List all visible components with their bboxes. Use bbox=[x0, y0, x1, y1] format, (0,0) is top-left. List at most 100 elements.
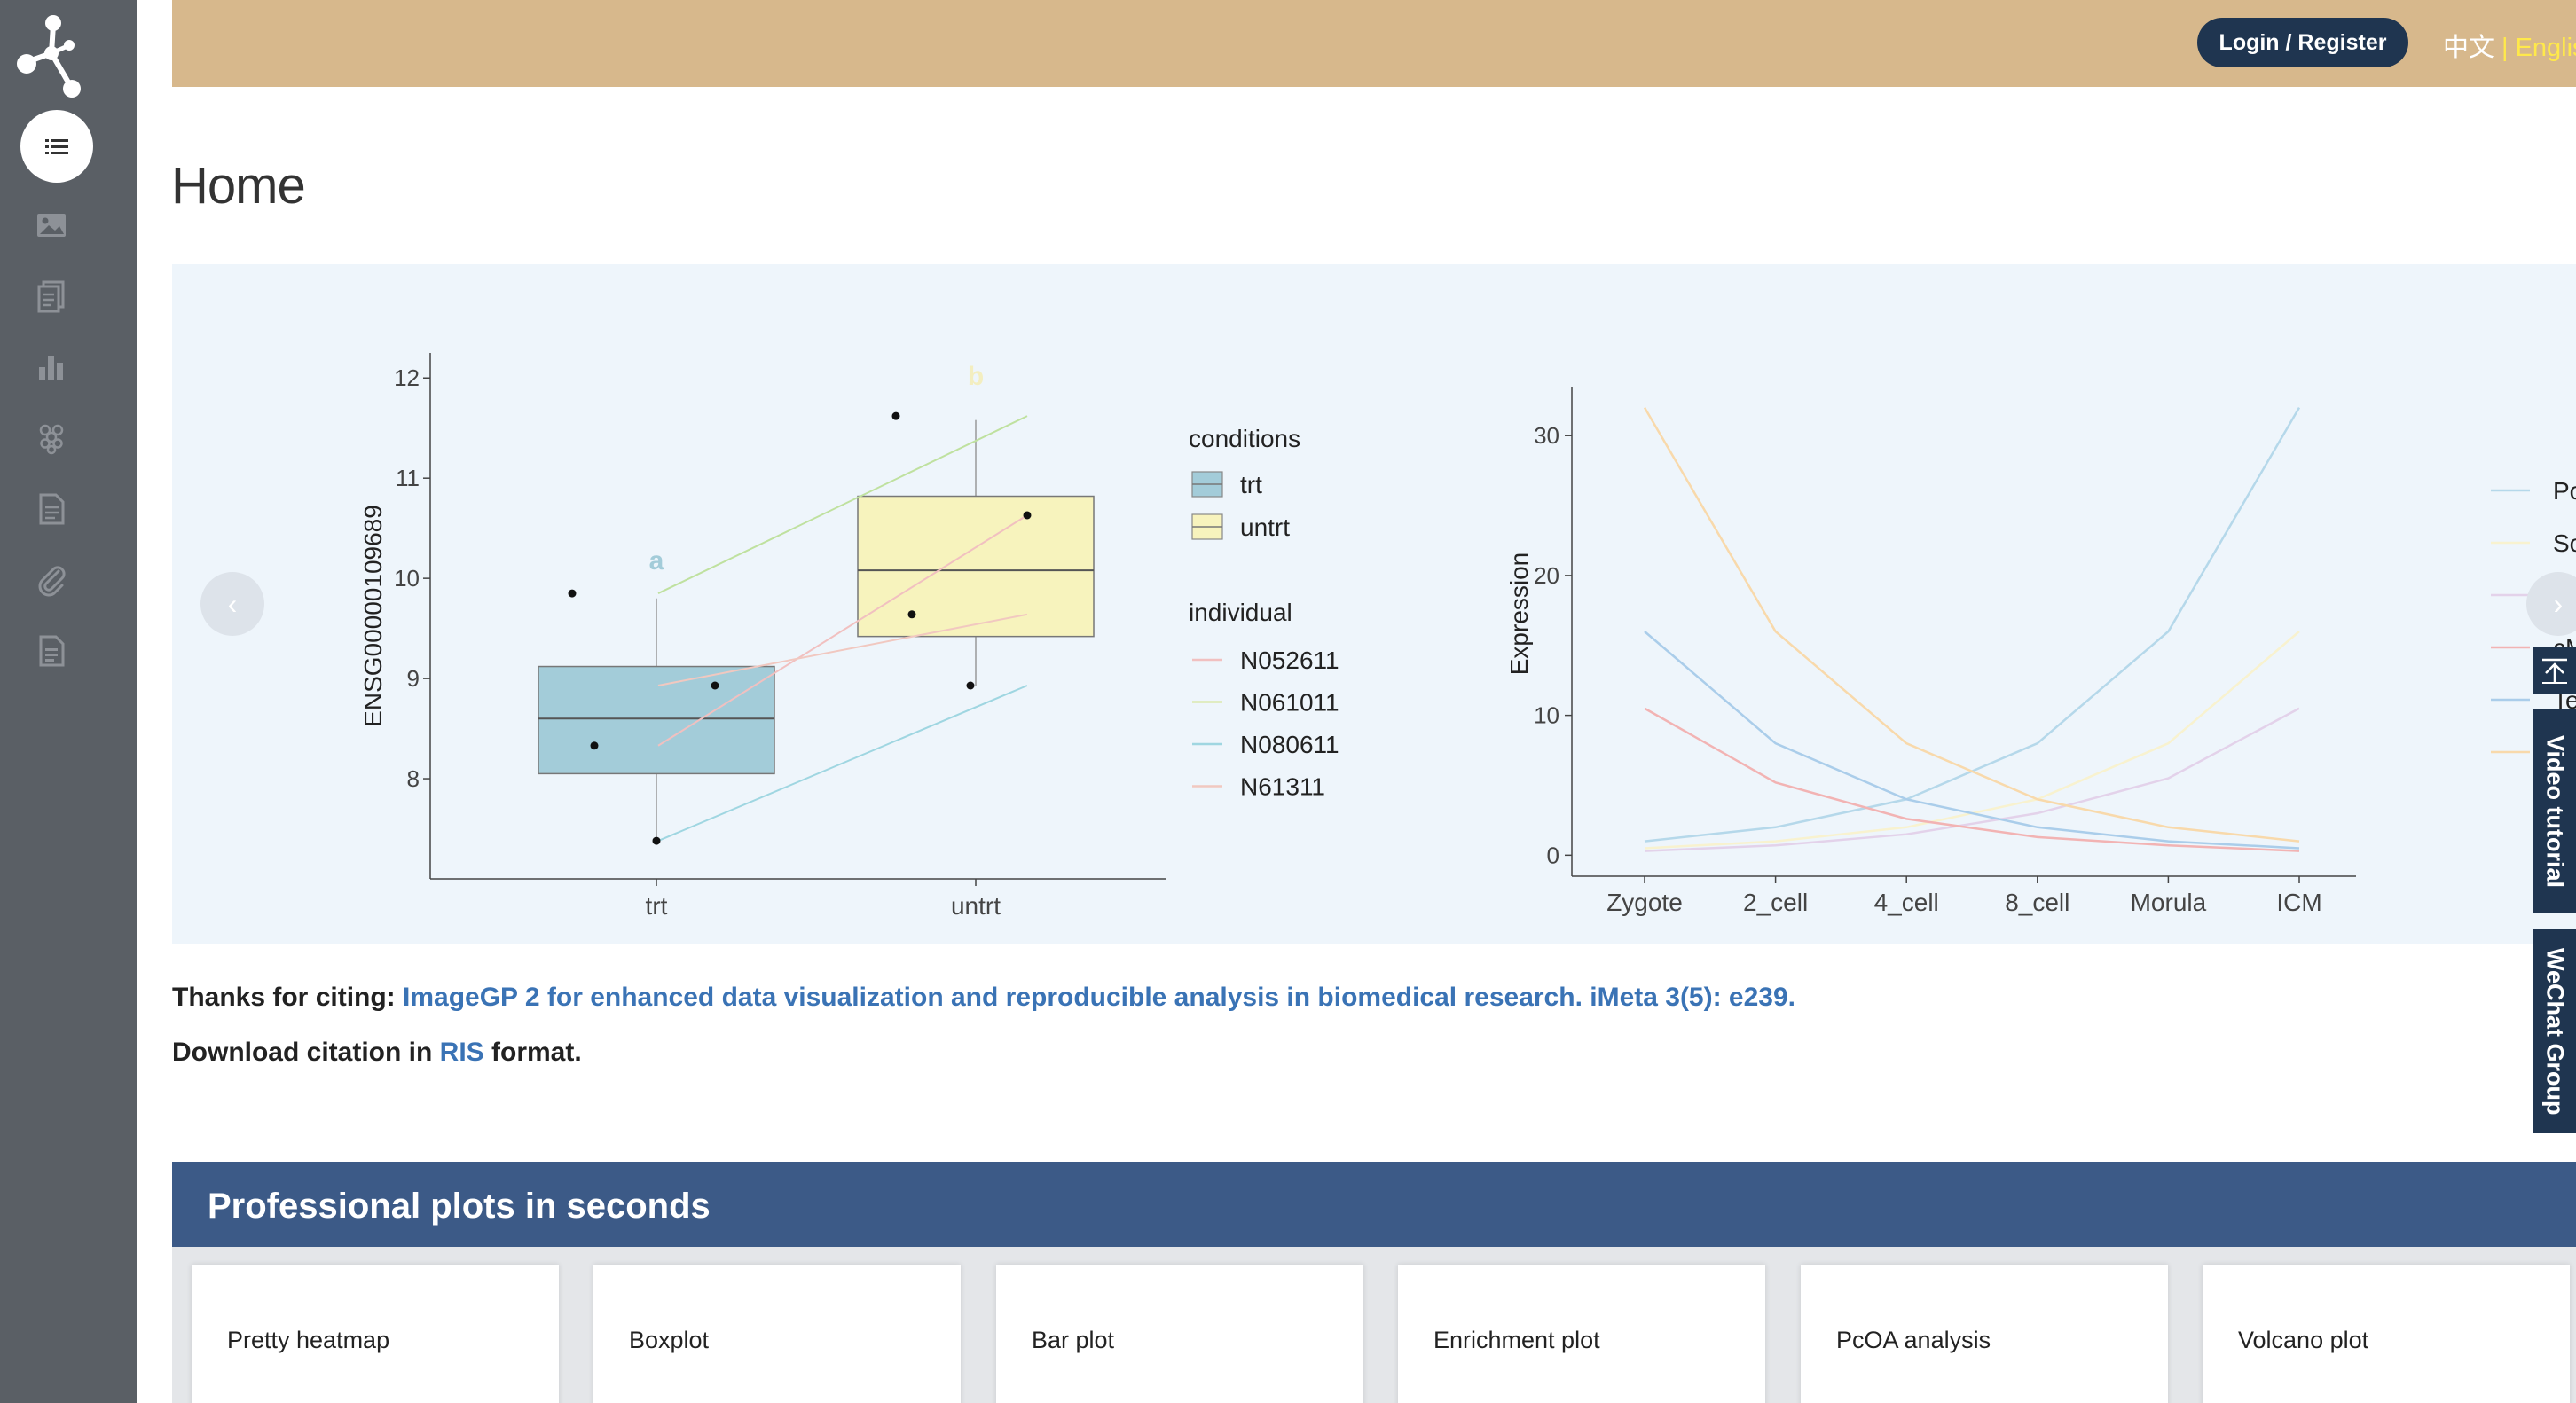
card-label: Enrichment plot bbox=[1433, 1327, 1600, 1353]
molecule-logo[interactable] bbox=[16, 12, 89, 98]
download-citation-line: Download citation in RIS format. bbox=[172, 1038, 582, 1068]
y-axis-label: ENSG00000109689 bbox=[359, 505, 387, 727]
legend-title-conditions: conditions bbox=[1189, 425, 1300, 452]
download-prefix: Download citation in bbox=[172, 1038, 440, 1067]
wechat-group-tab[interactable]: WeChat Group bbox=[2533, 929, 2576, 1133]
line-chart: 0 10 20 30 Zygote 2_cell 4_cell 8_cell Morula ICM… bbox=[1505, 387, 2576, 916]
series-line-Tet3 bbox=[1643, 407, 2300, 843]
data-point bbox=[1023, 511, 1032, 520]
pair-line-N61311 bbox=[657, 613, 1028, 686]
data-point bbox=[711, 681, 719, 690]
grape-cluster-icon[interactable] bbox=[32, 419, 71, 458]
file-icon[interactable] bbox=[32, 490, 71, 529]
carousel-prev-button[interactable]: ‹ bbox=[200, 572, 264, 636]
x-tick-label: Morula bbox=[2131, 889, 2207, 916]
lang-english-link[interactable]: Englis bbox=[2515, 34, 2576, 62]
lang-chinese-link[interactable]: 中文 bbox=[2443, 34, 2495, 62]
plot-card-heatmap[interactable]: Pretty heatmap bbox=[192, 1265, 559, 1403]
plot-cards: Pretty heatmap Boxplot Bar plot Enrichme… bbox=[172, 1247, 2576, 1403]
legend-label-Pou5f1: Pou5f1 bbox=[2553, 477, 2576, 505]
legend-label-N61311: N61311 bbox=[1240, 773, 1325, 801]
card-label: Boxplot bbox=[629, 1327, 710, 1353]
plot-card-pcoa[interactable]: PcOA analysis bbox=[1801, 1265, 2168, 1403]
data-point bbox=[590, 741, 599, 750]
card-label: Bar plot bbox=[1032, 1327, 1115, 1353]
significance-letter: b bbox=[968, 362, 984, 391]
x-tick-label: 8_cell bbox=[2005, 889, 2069, 916]
menu-toggle-button[interactable] bbox=[20, 110, 93, 183]
citation-link[interactable]: ImageGP 2 for enhanced data visualizatio… bbox=[403, 983, 1796, 1012]
series-line-Gata2 bbox=[1644, 707, 2300, 852]
legend-label-N080611: N080611 bbox=[1240, 731, 1339, 758]
card-label: PcOA analysis bbox=[1836, 1327, 1991, 1353]
legend-label-N052611: N052611 bbox=[1240, 647, 1339, 674]
legend-label-untrt: untrt bbox=[1240, 513, 1290, 541]
carousel-next-button[interactable]: › bbox=[2526, 572, 2576, 636]
bar-chart-icon[interactable] bbox=[32, 348, 71, 387]
plot-card-volcano[interactable]: Volcano plot bbox=[2203, 1265, 2570, 1403]
x-tick-label: ICM bbox=[2276, 889, 2321, 916]
pair-line-N052611 bbox=[657, 514, 1028, 747]
ris-download-link[interactable]: RIS bbox=[439, 1038, 484, 1067]
x-tick-label: 2_cell bbox=[1743, 889, 1808, 916]
section-title: Professional plots in seconds bbox=[208, 1187, 711, 1226]
card-label: Volcano plot bbox=[2238, 1327, 2369, 1353]
documents-icon[interactable] bbox=[32, 277, 71, 316]
x-tick-label: Zygote bbox=[1606, 889, 1683, 916]
legend-label-N061011: N061011 bbox=[1240, 689, 1339, 717]
legend-title-individual: individual bbox=[1189, 599, 1292, 626]
report-icon[interactable] bbox=[32, 631, 71, 670]
citation-line: Thanks for citing: ImageGP 2 for enhance… bbox=[172, 983, 1795, 1013]
series-line-cMyc bbox=[1644, 707, 2300, 852]
page-title: Home bbox=[171, 157, 306, 215]
y-tick-label: 9 bbox=[407, 665, 420, 692]
pair-line-N080611 bbox=[657, 685, 1028, 842]
data-point bbox=[907, 610, 916, 619]
plot-carousel: 8 9 10 11 12 trt untrt ENSG00000109689 a b condi… bbox=[172, 264, 2576, 1177]
x-tick-label: 4_cell bbox=[1874, 889, 1939, 916]
plot-card-boxplot[interactable]: Boxplot bbox=[593, 1265, 961, 1403]
data-point bbox=[966, 681, 975, 690]
back-to-top-button[interactable] bbox=[2533, 647, 2576, 694]
section-header: Professional plots in seconds bbox=[172, 1162, 2576, 1247]
back-to-top-icon bbox=[2542, 658, 2567, 684]
data-point bbox=[652, 836, 661, 845]
login-register-button[interactable]: Login / Register bbox=[2197, 18, 2408, 67]
y-tick-label: 20 bbox=[1534, 562, 1559, 589]
series-line-Tet1 bbox=[1644, 631, 2300, 850]
boxplot-chart: 8 9 10 11 12 trt untrt ENSG00000109689 a b condi… bbox=[359, 353, 1339, 920]
legend-label-trt: trt bbox=[1240, 471, 1262, 498]
data-point bbox=[891, 411, 900, 420]
language-switch: 中文|Englis bbox=[2443, 27, 2576, 64]
series-line-Pou5f1 bbox=[1644, 407, 2301, 843]
citation-prefix: Thanks for citing: bbox=[172, 983, 404, 1012]
y-tick-label: 0 bbox=[1547, 842, 1559, 868]
video-tutorial-tab[interactable]: Video tutorial bbox=[2533, 709, 2576, 913]
download-suffix: format. bbox=[483, 1038, 582, 1067]
y-tick-label: 10 bbox=[394, 565, 420, 592]
legend-label-Sox2: Sox2 bbox=[2553, 529, 2576, 557]
y-tick-label: 30 bbox=[1534, 422, 1559, 449]
paperclip-icon[interactable] bbox=[32, 560, 71, 600]
image-icon[interactable] bbox=[32, 206, 71, 245]
x-tick-label: untrt bbox=[951, 892, 1001, 920]
y-tick-label: 12 bbox=[394, 364, 420, 391]
box-trt bbox=[538, 665, 775, 775]
sidebar bbox=[0, 0, 137, 1403]
x-tick-label: trt bbox=[646, 892, 668, 920]
chevron-left-icon: ‹ bbox=[227, 587, 238, 620]
pair-line-N061011 bbox=[657, 415, 1028, 594]
top-bar bbox=[172, 0, 2576, 87]
menu-list-icon bbox=[45, 139, 68, 154]
significance-letter: a bbox=[649, 546, 664, 576]
lang-separator: | bbox=[2501, 34, 2509, 62]
data-point bbox=[568, 589, 577, 598]
plot-card-barplot[interactable]: Bar plot bbox=[996, 1265, 1363, 1403]
y-axis-label: Expression bbox=[1505, 553, 1533, 676]
card-label: Pretty heatmap bbox=[227, 1327, 390, 1353]
y-tick-label: 10 bbox=[1534, 702, 1559, 729]
plot-card-enrichment[interactable]: Enrichment plot bbox=[1398, 1265, 1765, 1403]
chevron-right-icon: › bbox=[2553, 587, 2564, 620]
y-tick-label: 11 bbox=[396, 465, 420, 491]
series-line-Sox2 bbox=[1644, 631, 2300, 850]
